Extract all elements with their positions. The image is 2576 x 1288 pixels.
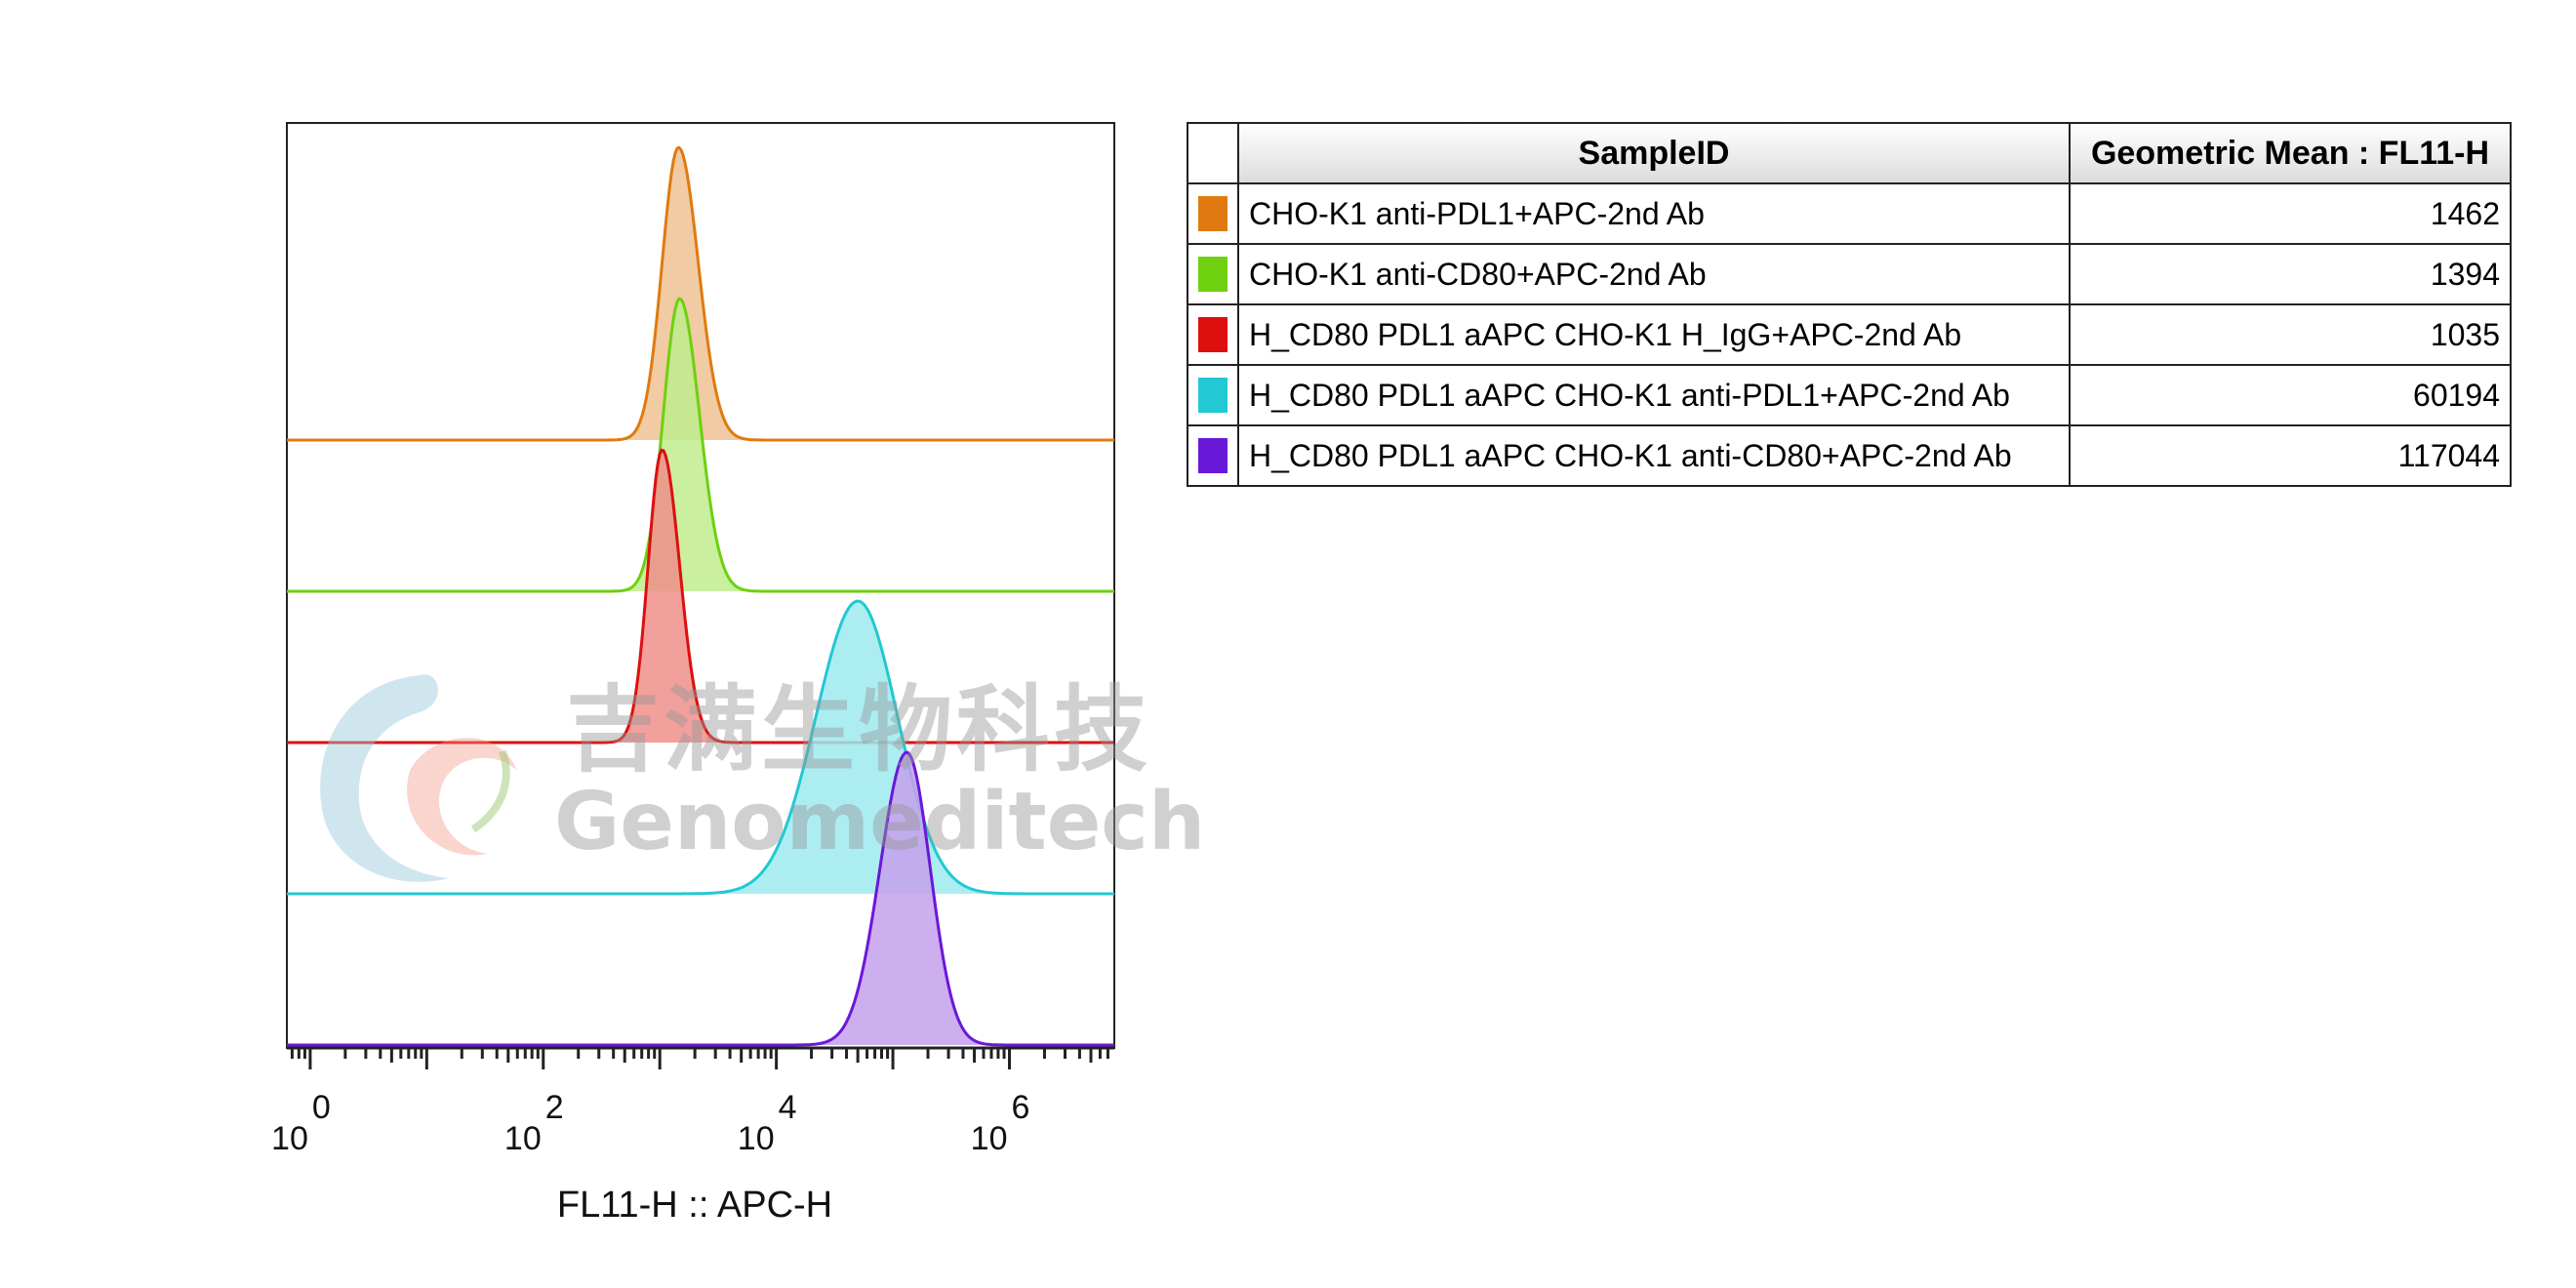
histogram-curve-1	[287, 145, 1114, 442]
statistics-table: SampleID Geometric Mean : FL11-H CHO-K1 …	[1187, 122, 2512, 487]
sample-id-cell: CHO-K1 anti-CD80+APC-2nd Ab	[1237, 243, 2071, 305]
histogram-fill-2	[287, 299, 1114, 591]
geometric-mean-cell: 60194	[2069, 364, 2512, 426]
table-header-row: SampleID Geometric Mean : FL11-H	[1187, 122, 2512, 184]
x-tick-label-base: 10	[738, 1120, 775, 1157]
histogram-curve-3	[287, 448, 1114, 745]
color-swatch	[1198, 378, 1228, 413]
histogram-layer	[287, 145, 1114, 1047]
geometric-mean-cell: 1394	[2069, 243, 2512, 305]
table-row: H_CD80 PDL1 aAPC CHO-K1 anti-PDL1+APC-2n…	[1187, 364, 2512, 426]
x-tick-label-exponent: 0	[312, 1089, 331, 1126]
x-tick-label-exponent: 4	[779, 1089, 797, 1126]
swatch-cell	[1187, 243, 1239, 305]
x-axis-title: FL11-H :: APC-H	[556, 1185, 833, 1226]
geometric-mean-cell: 117044	[2069, 424, 2512, 487]
sample-id-cell: H_CD80 PDL1 aAPC CHO-K1 anti-CD80+APC-2n…	[1237, 424, 2071, 487]
x-tick-label-base: 10	[971, 1120, 1008, 1157]
sample-id-cell: H_CD80 PDL1 aAPC CHO-K1 anti-PDL1+APC-2n…	[1237, 364, 2071, 426]
geometric-mean-header: Geometric Mean : FL11-H	[2069, 122, 2512, 184]
table-row: CHO-K1 anti-PDL1+APC-2nd Ab 1462	[1187, 182, 2512, 245]
color-swatch	[1198, 257, 1228, 292]
table-row: H_CD80 PDL1 aAPC CHO-K1 H_IgG+APC-2nd Ab…	[1187, 303, 2512, 366]
x-tick-label-base: 10	[504, 1120, 542, 1157]
color-swatch	[1198, 196, 1228, 231]
histogram-curve-5	[287, 750, 1114, 1047]
table-row: CHO-K1 anti-CD80+APC-2nd Ab 1394	[1187, 243, 2512, 305]
color-swatch	[1198, 438, 1228, 473]
x-tick-label-exponent: 6	[1012, 1089, 1030, 1126]
color-swatch	[1198, 317, 1228, 352]
table-row: H_CD80 PDL1 aAPC CHO-K1 anti-CD80+APC-2n…	[1187, 424, 2512, 487]
swatch-cell	[1187, 364, 1239, 426]
swatch-cell	[1187, 182, 1239, 245]
x-tick-label-base: 10	[271, 1120, 308, 1157]
histogram-curve-4	[287, 599, 1114, 896]
sample-id-cell: CHO-K1 anti-PDL1+APC-2nd Ab	[1237, 182, 2071, 245]
table-corner-cell	[1187, 122, 1239, 184]
sample-id-cell: H_CD80 PDL1 aAPC CHO-K1 H_IgG+APC-2nd Ab	[1237, 303, 2071, 366]
sampleid-header: SampleID	[1237, 122, 2071, 184]
swatch-cell	[1187, 424, 1239, 487]
histogram-fill-5	[287, 752, 1114, 1045]
x-tick-label-exponent: 2	[545, 1089, 564, 1126]
swatch-cell	[1187, 303, 1239, 366]
histogram-curve-2	[287, 297, 1114, 593]
geometric-mean-cell: 1462	[2069, 182, 2512, 245]
table-body: CHO-K1 anti-PDL1+APC-2nd Ab 1462 CHO-K1 an…	[1187, 182, 2512, 487]
geometric-mean-cell: 1035	[2069, 303, 2512, 366]
